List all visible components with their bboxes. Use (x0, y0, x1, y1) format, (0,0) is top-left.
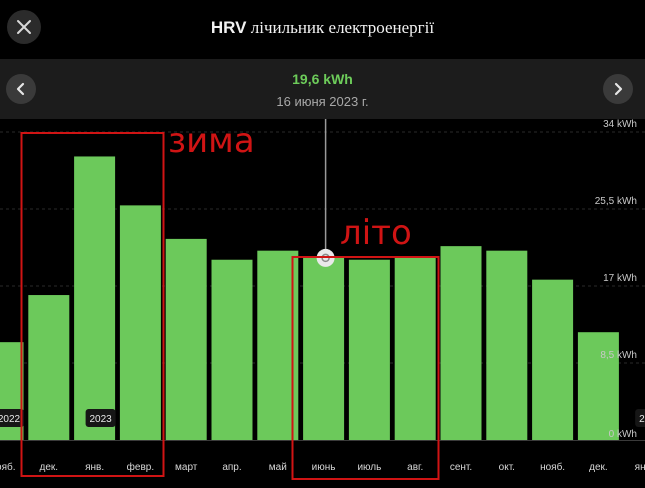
close-button[interactable] (7, 10, 41, 44)
summer-highlight-box (291, 256, 440, 480)
bar-1 (28, 295, 70, 440)
bar-10 (440, 246, 482, 440)
energy-chart: 34 kWh 25,5 kWh 17 kWh 8,5 kWh 0 kWh нояб. дек… (0, 119, 645, 483)
x-tick-label: нояб. (540, 461, 565, 473)
page-title: HRV лічильник електроенергії (0, 18, 645, 38)
x-tick-label: апр. (222, 462, 241, 473)
year-badge: 2024 (639, 414, 645, 425)
y-tick-label: 25,5 kWh (595, 196, 637, 207)
title-text: лічильник електроенергії (250, 18, 435, 37)
summer-annotation: літо (340, 213, 412, 253)
bar-9 (394, 256, 436, 440)
chevron-right-icon (614, 82, 623, 96)
x-tick-label: янв. (635, 462, 645, 473)
x-tick-label: янв. (85, 462, 104, 473)
x-tick-label: май (269, 462, 287, 473)
x-tick-label: март (175, 462, 198, 473)
x-tick-label: июль (357, 462, 381, 473)
bar-12 (532, 279, 574, 440)
selected-date: 16 июня 2023 г. (276, 94, 369, 109)
x-tick-label: авг. (407, 462, 423, 473)
period-navigator: 19,6 kWh 16 июня 2023 г. (0, 59, 645, 119)
bar-2 (74, 156, 116, 440)
bar-13 (577, 332, 619, 440)
winter-annotation: зима (168, 121, 255, 161)
bar-6 (257, 250, 299, 440)
selected-value: 19,6 kWh (292, 71, 353, 87)
year-badge-bg (635, 409, 645, 427)
year-badge: 2023 (89, 414, 112, 425)
x-tick-label: дек. (40, 462, 59, 473)
bar-3 (119, 205, 161, 440)
x-tick-label: февр. (127, 461, 154, 473)
x-tick-label: окт. (499, 462, 515, 473)
winter-highlight-box (20, 132, 165, 477)
chevron-left-icon (16, 82, 25, 96)
y-tick-label: 34 kWh (603, 119, 637, 130)
title-bold: HRV (210, 18, 247, 37)
y-tick-label: 17 kWh (603, 273, 637, 284)
year-badge-bg (0, 409, 24, 427)
bar-4 (165, 238, 207, 440)
y-tick-label: 0 kWh (609, 429, 637, 440)
top-bar: HRV лічильник електроенергії (0, 0, 645, 58)
year-badge: 2022 (0, 414, 21, 425)
x-tick-label: июнь (312, 462, 336, 473)
y-tick-label: 8,5 kWh (600, 350, 637, 361)
bar-chart: 34 kWh 25,5 kWh 17 kWh 8,5 kWh 0 kWh нояб. дек… (0, 119, 645, 480)
x-tick-label: нояб. (0, 461, 16, 473)
bar-7 (303, 257, 345, 440)
year-badge-bg (85, 409, 116, 427)
x-tick-label: дек. (589, 462, 608, 473)
prev-period-button[interactable] (6, 74, 36, 104)
close-icon (17, 20, 31, 34)
bar-8 (348, 259, 390, 440)
x-tick-label: сент. (450, 462, 472, 473)
bar-11 (486, 250, 528, 440)
bar-5 (211, 259, 253, 440)
next-period-button[interactable] (603, 74, 633, 104)
